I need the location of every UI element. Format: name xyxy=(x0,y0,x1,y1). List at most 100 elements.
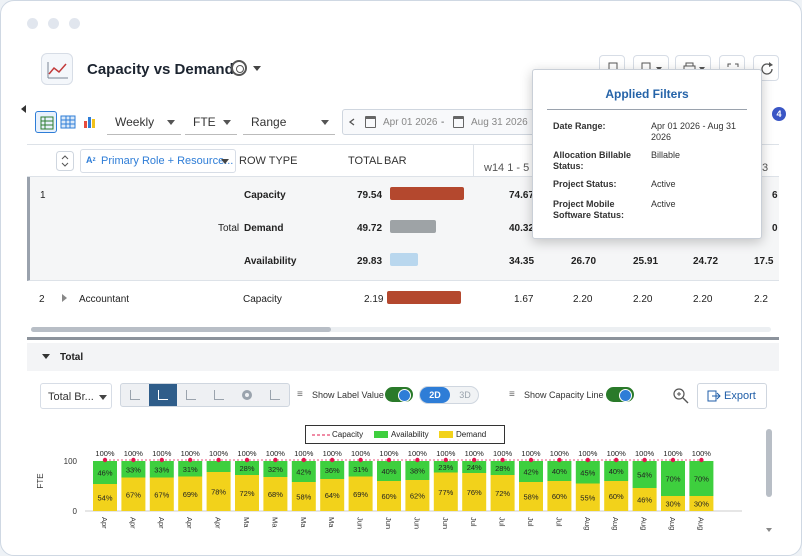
grid-view-button[interactable] xyxy=(35,111,57,133)
group-by-select[interactable]: Aᶻ Primary Role + Resource... xyxy=(80,149,236,173)
zoom-in-icon[interactable] xyxy=(672,387,690,405)
date-start[interactable]: Apr 01 2026 xyxy=(383,117,438,128)
x-tick-label: Jun xyxy=(384,517,393,529)
show-label-text: Show Label Value xyxy=(312,390,384,400)
date-separator: - xyxy=(441,117,445,128)
popover-separator xyxy=(547,109,747,110)
date-range-picker[interactable]: Apr 01 2026 - Aug 31 2026 xyxy=(342,109,537,135)
x-tick-label: Ma xyxy=(327,517,336,528)
col-total[interactable]: TOTAL xyxy=(348,155,383,167)
chart-view-button[interactable] xyxy=(79,111,101,133)
availability-bar xyxy=(235,461,259,475)
legend-capacity[interactable]: Capacity xyxy=(332,430,364,439)
capacity-point xyxy=(216,457,221,463)
capacity-point xyxy=(131,457,136,463)
section-divider[interactable] xyxy=(27,337,779,340)
filter-count-badge[interactable]: 4 xyxy=(772,107,786,121)
availability-data-label: 23% xyxy=(438,463,453,472)
demand-bar xyxy=(390,220,436,233)
availability-bar xyxy=(377,461,401,481)
scatter-chart-icon xyxy=(214,390,224,400)
chevron-down-icon[interactable] xyxy=(42,354,50,359)
area-chart-icon xyxy=(130,390,140,400)
legend-demand[interactable]: Demand xyxy=(456,430,487,439)
col-bar[interactable]: BAR xyxy=(384,155,407,167)
export-button[interactable]: Export xyxy=(697,383,767,409)
availability-bar xyxy=(575,461,600,484)
availability-data-label: 42% xyxy=(296,468,311,477)
interval-value: Weekly xyxy=(115,115,155,129)
measure-select[interactable]: Total Br... xyxy=(40,383,112,409)
scatter-chart-button[interactable] xyxy=(205,384,233,406)
group-label: Total xyxy=(218,223,240,234)
collapse-sidebar-icon[interactable] xyxy=(21,105,26,113)
unit-select[interactable]: FTE xyxy=(185,109,237,135)
scrollbar-thumb[interactable] xyxy=(31,327,331,332)
row-type-demand: Demand xyxy=(244,223,284,234)
refresh-icon xyxy=(761,62,773,75)
x-tick-label: Apr xyxy=(100,517,109,529)
x-tick-label: Jul xyxy=(554,517,563,527)
chevron-down-icon xyxy=(221,159,229,164)
availability-bar xyxy=(348,461,373,477)
total-section-header[interactable]: Total xyxy=(27,343,779,371)
scroll-down-icon[interactable] xyxy=(765,527,773,533)
capacity-point xyxy=(386,457,392,463)
col-week[interactable]: w14 1 - 5 xyxy=(484,162,530,174)
col-row-type[interactable]: ROW TYPE xyxy=(239,155,298,167)
close-dot[interactable] xyxy=(27,18,38,29)
table-view-button[interactable] xyxy=(57,111,79,133)
x-tick-label: Jul xyxy=(469,517,478,527)
maximize-dot[interactable] xyxy=(69,18,80,29)
total-data-label: 100% xyxy=(550,449,570,458)
demand-bar xyxy=(433,472,458,511)
demand-data-label: 60% xyxy=(552,492,567,501)
col-week-partial[interactable]: 3 xyxy=(762,162,769,174)
pie-chart-button[interactable] xyxy=(233,384,261,406)
chevron-down-icon xyxy=(99,395,107,400)
interval-select[interactable]: Weekly xyxy=(107,109,181,135)
chart-plot: FTE 100 0 54% 46% 100% Apr 67% 33% 100% Apr 67% 33% 1… xyxy=(36,449,742,530)
chevron-down-icon xyxy=(223,120,231,125)
chart-app-icon xyxy=(41,53,73,85)
chevron-down-icon xyxy=(167,120,175,125)
date-end[interactable]: Aug 31 2026 xyxy=(471,117,528,128)
x-tick-label: Apr xyxy=(128,517,137,529)
legend-availability-swatch xyxy=(374,431,388,438)
show-capacity-toggle[interactable] xyxy=(606,387,634,402)
chevron-down-icon[interactable] xyxy=(253,66,261,71)
group-row-accountant[interactable]: 2 Accountant Capacity 2.19 1.67 2.20 2.2… xyxy=(27,282,779,316)
minimize-dot[interactable] xyxy=(48,18,59,29)
mode-select[interactable]: Range xyxy=(243,109,335,135)
total-data-label: 100% xyxy=(266,449,286,458)
capacity-point xyxy=(472,457,477,463)
demand-bar xyxy=(604,481,629,511)
table-chart-button[interactable] xyxy=(261,384,289,406)
demand-data-label: 30% xyxy=(694,500,709,509)
availability-data-label: 31% xyxy=(353,465,368,474)
mode-2d[interactable]: 2D xyxy=(420,387,450,403)
x-tick-label: Jul xyxy=(498,517,507,527)
show-label-toggle[interactable] xyxy=(385,387,413,402)
sort-toggle-icon[interactable] xyxy=(56,151,74,171)
line-chart-button[interactable] xyxy=(177,384,205,406)
demand-bar xyxy=(575,483,600,511)
gear-icon[interactable] xyxy=(231,60,247,76)
area-chart-button[interactable] xyxy=(121,384,149,406)
legend-availability[interactable]: Availability xyxy=(391,430,429,439)
column-divider xyxy=(473,145,474,177)
dimension-toggle[interactable]: 2D 3D xyxy=(419,386,479,404)
mode-3d[interactable]: 3D xyxy=(459,390,471,400)
availability-bar xyxy=(206,461,231,472)
horizontal-scrollbar[interactable] xyxy=(31,327,771,332)
chevron-left-icon[interactable] xyxy=(345,110,359,134)
stacked-bar-button[interactable] xyxy=(149,384,177,406)
row-total: 2.19 xyxy=(364,294,384,305)
capacity-point xyxy=(557,457,562,463)
demand-bar xyxy=(348,476,373,511)
vertical-scrollbar[interactable] xyxy=(766,429,772,497)
availability-bar xyxy=(519,461,543,482)
total-data-label: 100% xyxy=(692,449,712,458)
expand-row-icon[interactable] xyxy=(61,293,69,303)
capacity-point xyxy=(330,457,335,463)
